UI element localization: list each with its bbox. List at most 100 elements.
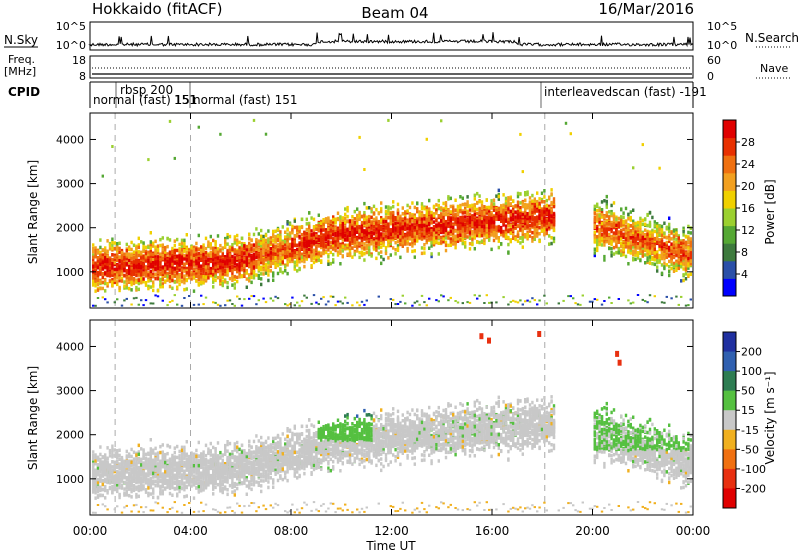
power-cell (536, 199, 539, 204)
power-cell (504, 196, 508, 201)
power-cell (327, 230, 330, 235)
power-cell (375, 233, 378, 238)
power-cell (164, 266, 167, 270)
power-cell (488, 238, 491, 242)
power-cell (197, 271, 200, 275)
power-cell (425, 224, 428, 228)
power-cell (219, 255, 222, 259)
power-cell (389, 228, 392, 232)
power-cell (509, 218, 512, 222)
power-cell (332, 243, 335, 247)
power-cell (286, 238, 289, 242)
power-cell (233, 251, 236, 256)
power-cell (524, 300, 527, 303)
power-cell (312, 217, 316, 222)
power-cell (94, 277, 97, 281)
power-cell (173, 260, 176, 265)
power-cell (130, 255, 133, 260)
power-cell (449, 227, 452, 232)
power-cell (188, 273, 191, 277)
power-cell (293, 253, 296, 258)
power-cell (320, 219, 323, 224)
power-cell (147, 284, 150, 289)
power-cell (132, 260, 136, 264)
power-cell (243, 298, 246, 301)
power-cell (358, 214, 361, 218)
power-cell (137, 265, 140, 269)
power-cell (440, 224, 443, 228)
power-cell (219, 278, 222, 283)
power-cell (404, 239, 407, 243)
power-cell (375, 239, 378, 243)
power-cell (269, 256, 272, 260)
power-cell (329, 240, 332, 245)
power-cell (202, 303, 205, 306)
power-cell (502, 229, 505, 234)
power-cell (288, 259, 292, 264)
power-cell (209, 246, 212, 250)
power-cell (173, 269, 176, 274)
power-cell (420, 217, 424, 221)
power-cell (132, 265, 136, 270)
power-cell (101, 260, 104, 265)
power-cell (334, 217, 337, 221)
power-cell (425, 240, 428, 245)
power-cell (257, 242, 260, 246)
power-cell (430, 252, 433, 256)
power-cell (204, 265, 208, 269)
power-cell (279, 255, 282, 260)
power-cell (286, 263, 289, 267)
power-cell (104, 289, 107, 293)
power-cell (480, 203, 484, 208)
power-cell (202, 276, 205, 281)
power-cell (159, 267, 162, 272)
power-cell (305, 296, 308, 299)
power-cell (476, 223, 479, 227)
power-cell (401, 226, 404, 231)
power-cell (192, 250, 196, 254)
power-cell (329, 234, 332, 238)
power-cell (526, 215, 529, 219)
power-cell (425, 304, 428, 307)
power-cell (512, 225, 515, 229)
power-cell (420, 228, 424, 232)
power-cell (425, 213, 428, 217)
power-cell (279, 233, 282, 237)
power-cell (262, 251, 265, 255)
power-cell (509, 223, 512, 228)
power-cell (492, 225, 496, 229)
power-cell (96, 262, 100, 267)
power-cell (406, 233, 409, 238)
power-cell (104, 255, 107, 259)
power-cell (209, 267, 212, 271)
power-cell (296, 263, 299, 267)
power-cell (248, 279, 251, 283)
power-cell (224, 260, 227, 264)
power-cell (418, 226, 421, 230)
power-cell (300, 257, 304, 261)
power-cell (336, 236, 340, 241)
power-cell (401, 221, 404, 225)
power-cell (188, 265, 191, 269)
power-cell (207, 257, 210, 261)
power-cell (94, 255, 97, 259)
power-cell (483, 233, 486, 237)
power-cell (296, 243, 299, 247)
power-cell (111, 244, 114, 248)
power-cell (106, 268, 109, 272)
power-cell (344, 207, 347, 211)
power-cell (521, 225, 524, 230)
power-cell (320, 235, 323, 240)
power-cell (334, 245, 337, 249)
power-cell (339, 236, 342, 240)
power-cell (478, 225, 481, 230)
power-cell (272, 259, 275, 264)
power-cell (456, 233, 460, 237)
power-cell (473, 233, 476, 237)
power-cell (212, 238, 215, 243)
power-cell (384, 249, 388, 253)
power-cell (123, 280, 126, 284)
power-cell (502, 212, 505, 216)
power-cell (492, 221, 496, 225)
power-cell (245, 271, 248, 275)
